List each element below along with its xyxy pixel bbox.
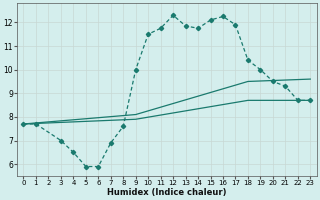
X-axis label: Humidex (Indice chaleur): Humidex (Indice chaleur)	[107, 188, 227, 197]
